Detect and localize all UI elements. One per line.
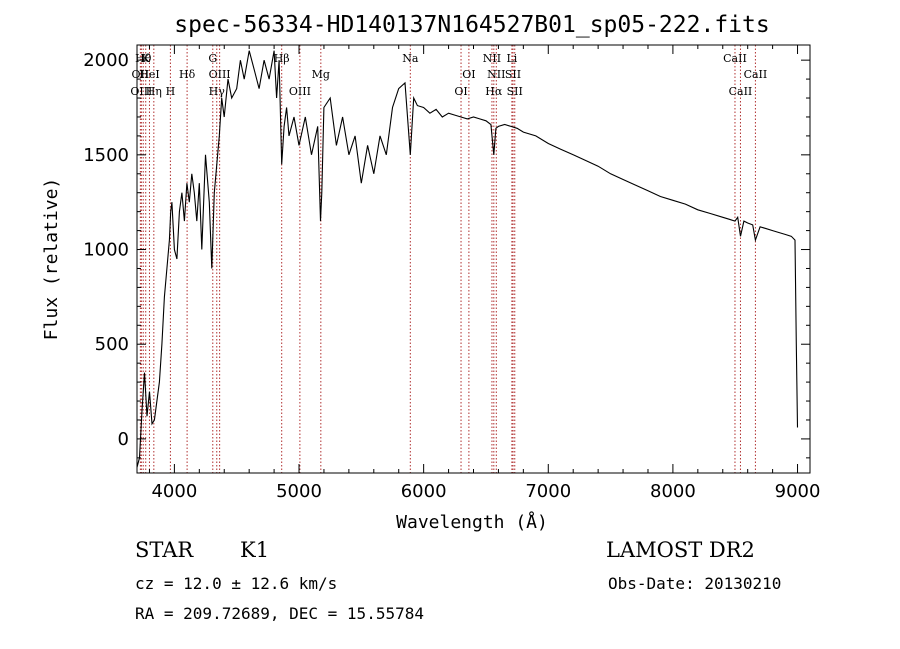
chart-title: spec-56334-HD140137N164527B01_sp05-222.f… bbox=[174, 12, 769, 38]
x-tick-label-1: 5000 bbox=[276, 481, 322, 502]
x-tick-label-2: 6000 bbox=[401, 481, 447, 502]
line-label-14: Na bbox=[402, 52, 419, 65]
line-label-25: CaII bbox=[729, 85, 753, 98]
line-markers bbox=[139, 45, 756, 473]
line-label-22: SII bbox=[507, 85, 523, 98]
line-label-23: CaII bbox=[723, 52, 747, 65]
y-tick-label-4: 2000 bbox=[83, 50, 129, 71]
line-label-24: CaII bbox=[744, 68, 768, 81]
line-label-8: G bbox=[208, 52, 217, 65]
redshift-cz: cz = 12.0 ± 12.6 km/s bbox=[135, 574, 338, 593]
x-tick-label-3: 7000 bbox=[525, 481, 571, 502]
line-label-2: OII bbox=[132, 68, 150, 81]
line-label-13: Mg bbox=[312, 68, 330, 81]
line-label-0: Hθ bbox=[135, 52, 152, 65]
y-axis-label: Flux (relative) bbox=[41, 178, 62, 341]
line-label-9: OIII bbox=[209, 68, 231, 81]
line-label-5: Hη bbox=[146, 85, 162, 98]
plot-frame bbox=[136, 44, 811, 474]
line-label-15: OI bbox=[454, 85, 467, 98]
x-tick-label-4: 8000 bbox=[650, 481, 696, 502]
observation-date: Obs-Date: 20130210 bbox=[608, 574, 782, 593]
line-label-18: NII bbox=[487, 68, 505, 81]
y-tick-label-1: 500 bbox=[95, 334, 129, 355]
x-tick-label-5: 9000 bbox=[775, 481, 821, 502]
line-label-12: OIII bbox=[289, 85, 311, 98]
y-axis-ticks: 0 500 1000 1500 2000 bbox=[83, 50, 810, 459]
line-label-6: H bbox=[166, 85, 176, 98]
line-label-21: SII bbox=[505, 68, 521, 81]
y-tick-label-3: 1500 bbox=[83, 145, 129, 166]
survey-name: LAMOST DR2 bbox=[606, 538, 755, 562]
spectrum-line bbox=[136, 50, 799, 468]
line-label-16: OI bbox=[462, 68, 475, 81]
y-tick-label-0: 0 bbox=[118, 429, 129, 450]
subclass: K1 bbox=[240, 538, 270, 562]
line-label-11: Hβ bbox=[274, 52, 290, 65]
line-label-4: OIII bbox=[130, 85, 152, 98]
line-label-17: NII bbox=[483, 52, 501, 65]
line-label-7: Hδ bbox=[179, 68, 196, 81]
line-label-1: K bbox=[142, 52, 151, 65]
line-label-3: HeI bbox=[139, 68, 159, 81]
x-tick-label-0: 4000 bbox=[151, 481, 197, 502]
line-label-10: Hγ bbox=[209, 85, 226, 98]
coordinates: RA = 209.72689, DEC = 15.55784 bbox=[135, 604, 424, 623]
line-label-20: Li bbox=[506, 52, 517, 65]
y-tick-label-2: 1000 bbox=[83, 240, 129, 261]
x-axis-label: Wavelength (Å) bbox=[396, 511, 548, 533]
x-axis-ticks: 4000 5000 6000 7000 8000 9000 bbox=[148, 45, 821, 502]
line-label-19: Hα bbox=[485, 85, 503, 98]
object-type: STAR bbox=[135, 538, 194, 562]
